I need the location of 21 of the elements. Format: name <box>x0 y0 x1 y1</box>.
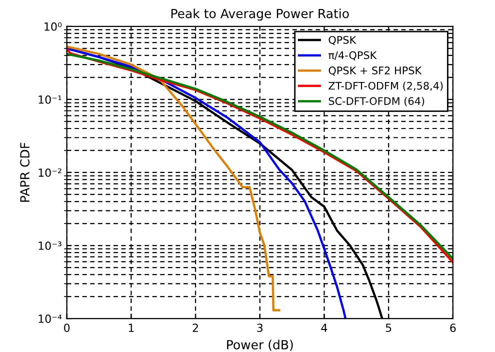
y-tick-label: 10⁻³ <box>38 241 62 250</box>
y-tick-label: 10⁻⁴ <box>38 314 62 323</box>
x-tick-label: 4 <box>321 324 328 332</box>
legend-label: SC-DFT-OFDM (64) <box>328 96 424 106</box>
x-tick-label: 1 <box>128 324 134 332</box>
legend-label: ZT-DFT-ODFM (2,58,4) <box>328 82 443 91</box>
x-tick-label: 2 <box>192 324 198 332</box>
legend-label: QPSK + SF2 HPSK <box>328 66 422 76</box>
y-tick-label: 10⁻¹ <box>38 95 62 104</box>
y-tick-label: 10⁰ <box>44 22 62 31</box>
x-tick-label: 0 <box>64 324 70 332</box>
legend-label: QPSK <box>328 36 356 46</box>
x-tick-label: 3 <box>257 324 263 332</box>
x-tick-label: 6 <box>450 324 456 332</box>
x-axis-title: Power (dB) <box>227 340 293 351</box>
x-tick-label: 5 <box>386 324 392 332</box>
legend-label: π/4-QPSK <box>328 51 377 60</box>
line-series <box>66 45 280 312</box>
chart-title: Peak to Average Power Ratio <box>171 8 349 21</box>
y-axis-title: PAPR CDF <box>20 142 30 202</box>
y-tick-label: 10⁻² <box>38 168 62 177</box>
